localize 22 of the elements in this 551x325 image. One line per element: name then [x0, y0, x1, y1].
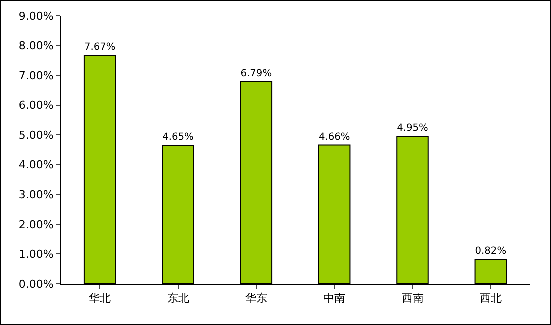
y-tick-label: 3.00%	[18, 188, 54, 202]
y-tick-label: 5.00%	[18, 128, 54, 142]
y-tick-label: 6.00%	[18, 99, 54, 112]
x-tick-label: 中南	[324, 292, 346, 306]
data-label: 6.79%	[240, 68, 272, 80]
y-tick-label: 8.00%	[18, 40, 54, 53]
y-tick-label: 9.00%	[18, 10, 54, 23]
data-label: 0.82%	[475, 246, 507, 258]
y-tick-label: 0.00%	[18, 278, 54, 291]
x-tick-label: 华北	[89, 292, 112, 306]
data-label: 7.67%	[84, 42, 116, 54]
x-tick-label: 西北	[480, 292, 502, 306]
x-tick-label: 西南	[402, 292, 424, 306]
y-tick-label: 4.00%	[18, 158, 54, 172]
y-tick-label: 2.00%	[18, 218, 54, 232]
data-label: 4.66%	[318, 132, 350, 143]
data-label: 4.65%	[162, 132, 194, 144]
data-label: 4.95%	[397, 123, 428, 134]
x-tick-label: 华东	[245, 292, 268, 306]
y-tick-label: 1.00%	[18, 248, 54, 262]
x-tick-label: 东北	[167, 292, 190, 306]
y-tick-label: 7.00%	[18, 69, 54, 82]
